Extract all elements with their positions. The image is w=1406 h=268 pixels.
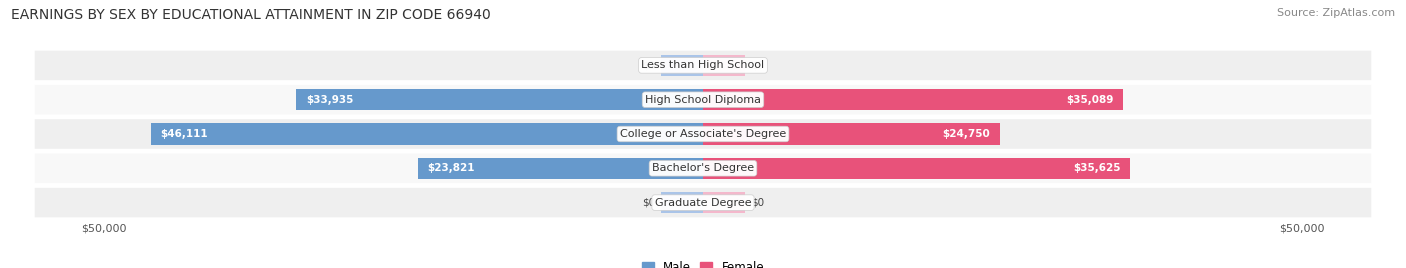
Bar	[661, 192, 703, 213]
FancyBboxPatch shape	[35, 51, 1371, 80]
Text: Bachelor's Degree: Bachelor's Degree	[652, 163, 754, 173]
Bar	[661, 55, 703, 76]
FancyBboxPatch shape	[35, 85, 1371, 114]
Text: $0: $0	[751, 60, 763, 70]
Text: Source: ZipAtlas.com: Source: ZipAtlas.com	[1277, 8, 1395, 18]
Text: $35,625: $35,625	[1073, 163, 1121, 173]
Text: $0: $0	[643, 60, 655, 70]
Text: EARNINGS BY SEX BY EDUCATIONAL ATTAINMENT IN ZIP CODE 66940: EARNINGS BY SEX BY EDUCATIONAL ATTAINMEN…	[11, 8, 491, 22]
FancyBboxPatch shape	[35, 119, 1371, 149]
Bar	[703, 158, 1130, 179]
Text: Graduate Degree: Graduate Degree	[655, 198, 751, 208]
Bar	[150, 123, 703, 145]
Bar	[703, 55, 745, 76]
Bar	[418, 158, 703, 179]
Text: $33,935: $33,935	[307, 95, 353, 105]
FancyBboxPatch shape	[35, 188, 1371, 217]
Text: High School Diploma: High School Diploma	[645, 95, 761, 105]
Text: $23,821: $23,821	[427, 163, 475, 173]
Bar	[703, 123, 1000, 145]
Text: $0: $0	[643, 198, 655, 208]
Text: $46,111: $46,111	[160, 129, 208, 139]
Text: Less than High School: Less than High School	[641, 60, 765, 70]
Bar	[297, 89, 703, 110]
FancyBboxPatch shape	[35, 154, 1371, 183]
Text: $0: $0	[751, 198, 763, 208]
Legend: Male, Female: Male, Female	[641, 261, 765, 268]
Text: $24,750: $24,750	[942, 129, 990, 139]
Text: $35,089: $35,089	[1067, 95, 1114, 105]
Text: College or Associate's Degree: College or Associate's Degree	[620, 129, 786, 139]
Bar	[703, 192, 745, 213]
Bar	[703, 89, 1123, 110]
